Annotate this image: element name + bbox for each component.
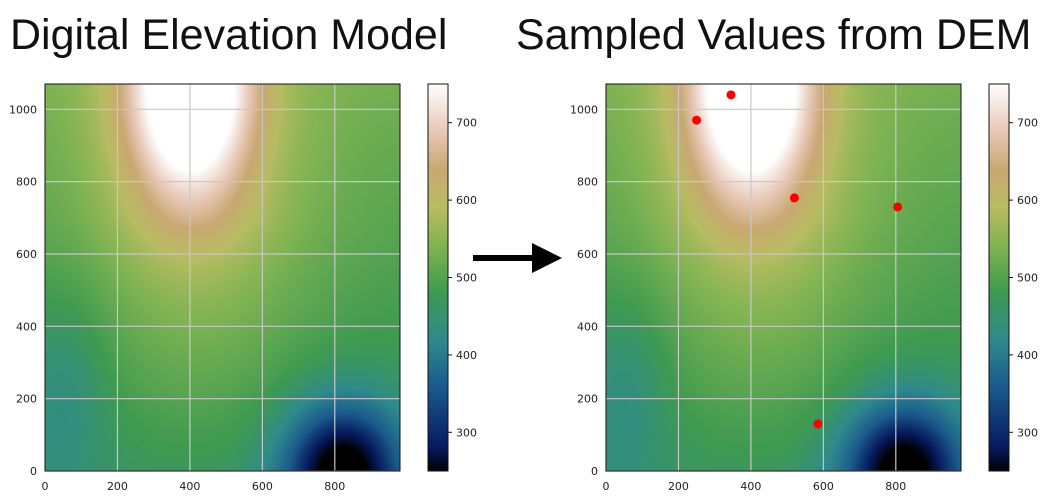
right-chart-title: Sampled Values from DEM — [516, 11, 1032, 59]
right-colorbar-tick-label: 600 — [1017, 194, 1038, 207]
left-y-tick-label: 1000 — [9, 103, 37, 116]
left-y-tick-label: 0 — [30, 465, 37, 478]
left-colorbar-tick-label: 500 — [456, 272, 477, 285]
right-x-tick-label: 200 — [668, 480, 689, 493]
right-x-tick-label: 400 — [740, 480, 761, 493]
left-elevation-raster — [45, 84, 400, 471]
right-y-tick-label: 200 — [577, 393, 598, 406]
left-y-tick-label: 800 — [16, 176, 37, 189]
left-y-tick-label: 400 — [16, 320, 37, 333]
left-chart-title: Digital Elevation Model — [10, 11, 448, 59]
left-y-tick-label: 200 — [16, 393, 37, 406]
left-colorbar-tick-label: 300 — [456, 426, 477, 439]
right-y-tick-label: 600 — [577, 248, 598, 261]
right-plot-frame — [605, 83, 962, 472]
sample-point — [813, 419, 823, 429]
sampled-values-panel: 0 200 400 600 800 0 200 400 600 800 1000 300 400 500 6… — [570, 83, 1038, 493]
left-colorbar — [427, 83, 449, 472]
right-colorbar-tick-label: 300 — [1017, 426, 1038, 439]
right-elevation-raster — [606, 84, 961, 471]
sample-point — [692, 115, 702, 125]
left-x-tick-label: 600 — [252, 480, 273, 493]
left-colorbar-tick-label: 600 — [456, 194, 477, 207]
left-x-tick-label: 200 — [107, 480, 128, 493]
right-y-tick-label: 0 — [591, 465, 598, 478]
right-x-tick-label: 800 — [885, 480, 906, 493]
left-colorbar-tick-label: 700 — [456, 117, 477, 130]
sample-point — [789, 193, 799, 203]
right-colorbar-tick-label: 400 — [1017, 349, 1038, 362]
left-colorbar-tick-label: 400 — [456, 349, 477, 362]
right-colorbar-tick-label: 700 — [1017, 117, 1038, 130]
left-x-tick-label: 0 — [42, 480, 49, 493]
right-y-tick-label: 400 — [577, 320, 598, 333]
right-x-tick-label: 0 — [603, 480, 610, 493]
sample-point — [726, 90, 736, 100]
dem-heatmap-panel: 0 200 400 600 800 0 200 400 600 800 1000 300 400 500 6… — [9, 83, 477, 493]
left-plot-frame — [44, 83, 401, 472]
right-colorbar-tick-label: 500 — [1017, 272, 1038, 285]
right-colorbar — [988, 83, 1010, 472]
right-y-tick-label: 1000 — [570, 103, 598, 116]
right-y-tick-label: 800 — [577, 176, 598, 189]
sample-point — [893, 202, 903, 212]
left-x-tick-label: 400 — [179, 480, 200, 493]
right-x-tick-label: 600 — [813, 480, 834, 493]
left-x-tick-label: 800 — [324, 480, 345, 493]
left-y-tick-label: 600 — [16, 248, 37, 261]
right-arrow-icon — [473, 243, 562, 273]
